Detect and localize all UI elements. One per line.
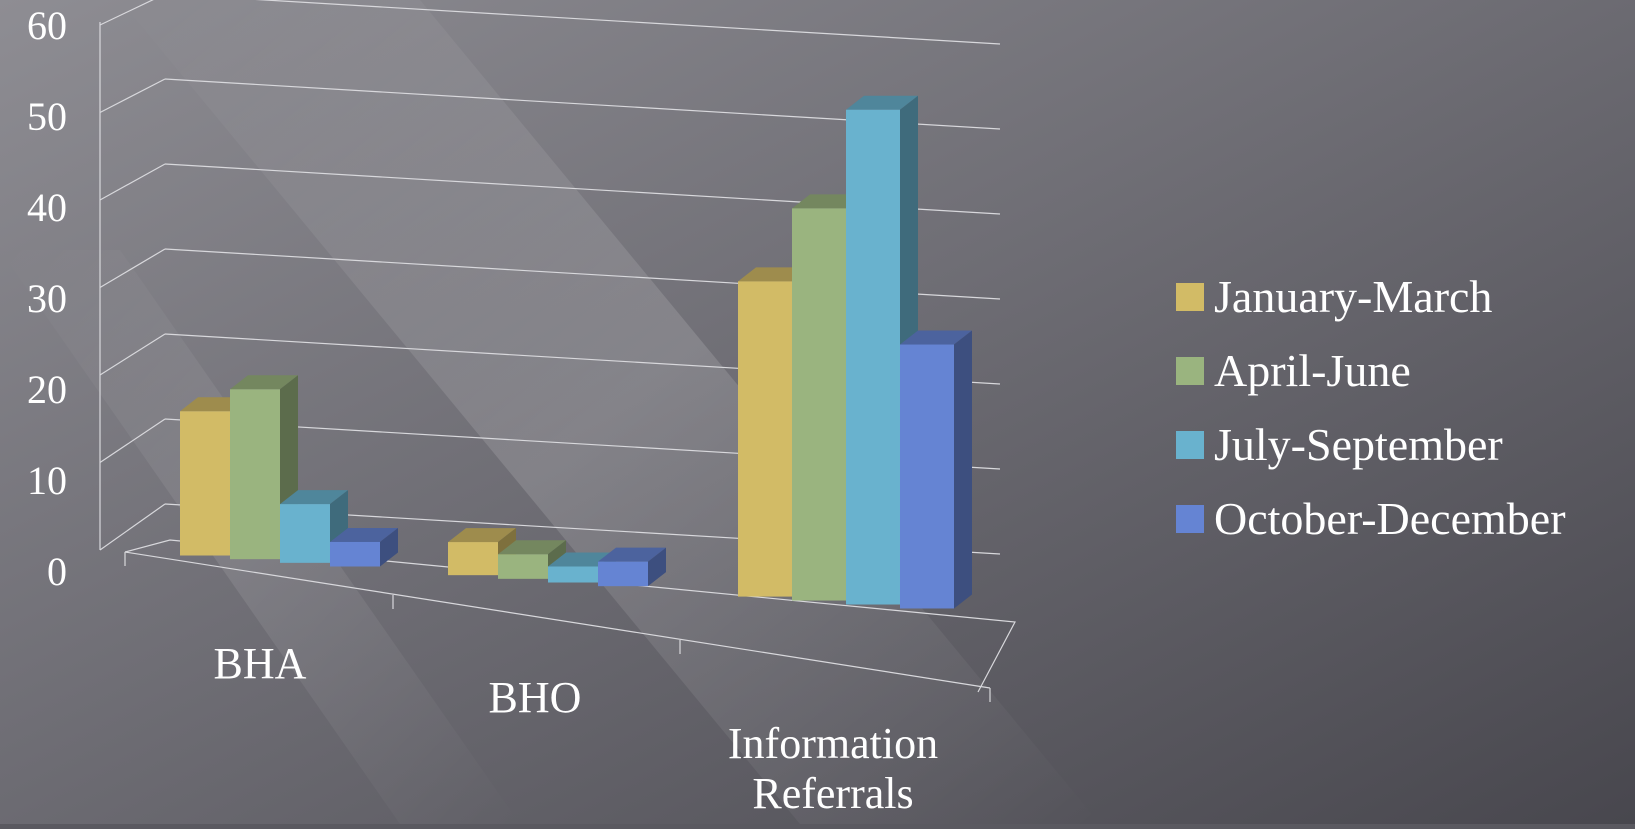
bar-top — [330, 527, 398, 542]
gridline — [99, 418, 166, 463]
bar-front — [280, 504, 330, 563]
x-axis: BHA BHO Information Referrals — [214, 639, 939, 818]
bar-front — [180, 411, 230, 556]
bar — [900, 330, 972, 609]
bar-front — [598, 561, 648, 587]
bars — [180, 95, 972, 609]
x-category-label: BHO — [489, 673, 582, 722]
y-tick-label: 20 — [27, 367, 67, 412]
legend-swatch — [1176, 283, 1204, 311]
bar-front — [900, 344, 954, 609]
gridline — [99, 163, 166, 201]
legend-swatch — [1176, 431, 1204, 459]
y-tick-label: 10 — [27, 458, 67, 503]
y-tick-label: 40 — [27, 185, 67, 230]
gridline — [99, 503, 166, 551]
y-tick-label: 60 — [27, 3, 67, 48]
y-tick-label: 30 — [27, 276, 67, 321]
gridline — [99, 248, 166, 289]
bar — [230, 375, 298, 560]
bar-front — [448, 542, 498, 576]
bar-top — [280, 490, 348, 505]
legend-label: January-March — [1214, 271, 1492, 322]
bar-front — [792, 208, 846, 601]
gridline — [99, 0, 154, 26]
legend: January-March April-June July-September Oct… — [1176, 271, 1566, 544]
bar-top — [900, 330, 972, 345]
bar-side — [954, 330, 972, 609]
legend-swatch — [1176, 357, 1204, 385]
bar-front — [230, 389, 280, 560]
x-category-label: Information Referrals — [728, 719, 938, 818]
x-category-label: BHA — [214, 639, 307, 688]
bar — [598, 547, 666, 587]
bar-top — [598, 547, 666, 562]
bar-front — [738, 281, 792, 597]
gridline — [99, 333, 166, 376]
bar-top — [846, 95, 918, 110]
bar-front — [498, 554, 548, 579]
bar-side — [648, 547, 666, 587]
bar-front — [846, 109, 900, 605]
bar-top — [498, 540, 566, 555]
legend-label: October-December — [1214, 493, 1566, 544]
y-tick-label: 50 — [27, 94, 67, 139]
gridline — [255, 0, 1001, 45]
background-streak — [120, 0, 1100, 824]
bar-top — [448, 528, 516, 543]
x-axis-line — [124, 551, 991, 689]
legend-label: April-June — [1214, 345, 1411, 396]
y-tick-label: 0 — [47, 549, 67, 594]
legend-swatch — [1176, 505, 1204, 533]
bar-front — [548, 566, 598, 583]
bar — [330, 527, 398, 567]
bar-side — [380, 527, 398, 567]
legend-label: July-September — [1214, 419, 1503, 470]
bar-top — [230, 375, 298, 390]
y-axis: 0 10 20 30 40 50 60 — [27, 3, 67, 594]
gridline — [99, 78, 166, 114]
bar-front — [330, 541, 380, 567]
